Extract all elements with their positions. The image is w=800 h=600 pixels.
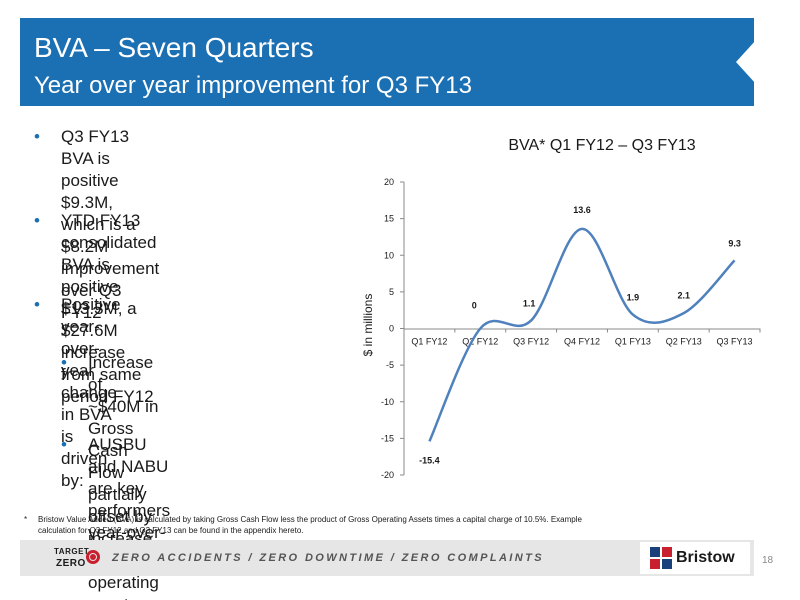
bullet-line: Cash Flow partially offset by xyxy=(88,441,152,526)
y-tick-label: 5 xyxy=(389,287,394,297)
bva-series-line xyxy=(428,227,736,442)
data-label: 0 xyxy=(472,301,477,311)
footer-bar xyxy=(20,540,754,576)
bullet-icon: • xyxy=(34,295,40,314)
bullet-line: which is a $8.2M improvement xyxy=(61,215,160,278)
target-center-icon xyxy=(90,554,96,560)
data-label: 1.9 xyxy=(627,293,640,303)
data-labels: -15.4 0 1.1 13.6 1.9 2.1 9.3 xyxy=(419,205,741,465)
data-label: 9.3 xyxy=(728,238,741,248)
footnote-marker: * xyxy=(24,515,28,524)
page-number: 18 xyxy=(762,555,774,566)
bullet-text: Q3 FY13 BVA is positive $9.3M, which is … xyxy=(61,126,159,324)
y-tick-label: -5 xyxy=(386,360,394,370)
bullet-icon: • xyxy=(61,435,67,454)
bullet-line: over Q3 FY12 xyxy=(61,281,122,322)
bullet-line: Positive year-over-year change xyxy=(61,295,121,402)
y-axis-label: $ in millions xyxy=(361,294,375,357)
x-tick-label: Q2 FY13 xyxy=(666,337,702,347)
y-tick-label: -15 xyxy=(381,433,394,443)
x-tick-label: Q3 FY12 xyxy=(513,337,549,347)
bullet-line: in BVA is driven by: xyxy=(61,405,111,490)
y-tick-label: 10 xyxy=(384,250,394,260)
bva-line-chart: BVA* Q1 FY12 – Q3 FY13 $ in millions 20 1… xyxy=(361,137,761,480)
bullet-text: YTD FY13 consolidated BVA is positive $1… xyxy=(61,210,156,408)
title-band xyxy=(20,18,754,106)
target-zero-logo-bottom: ZERO xyxy=(56,558,86,569)
target-icon xyxy=(86,550,100,564)
bullet-text: Positive year-over-year change in BVA is… xyxy=(61,294,121,492)
data-label: 13.6 xyxy=(573,205,591,215)
bullet-line: AUSBU and NABU are key xyxy=(88,435,169,498)
x-ticks: Q1 FY12 Q2 FY12 Q3 FY12 Q4 FY12 Q1 FY13 Q2 FY… xyxy=(403,328,761,347)
bullet-icon: • xyxy=(61,353,67,372)
bullet-icon: • xyxy=(34,127,40,146)
x-tick-label: Q3 FY13 xyxy=(717,337,753,347)
slide-subtitle: Year over year improvement for Q3 FY13 xyxy=(34,72,472,99)
brand-name: Bristow xyxy=(676,549,735,566)
target-zero-logo-top: TARGET xyxy=(54,547,90,556)
y-tick-label: 0 xyxy=(389,324,394,334)
bullet-line: Q3 FY13 BVA is positive $9.3M, xyxy=(61,127,130,212)
y-tick-label: 15 xyxy=(384,214,394,224)
slide-title: BVA – Seven Quarters xyxy=(34,32,314,63)
footer-slogan: ZERO ACCIDENTS / ZERO DOWNTIME / ZERO CO… xyxy=(112,552,544,564)
bullet-line: YTD FY13 consolidated BVA is xyxy=(61,211,157,274)
x-tick-label: Q1 FY13 xyxy=(615,337,651,347)
title-notch-decoration xyxy=(736,40,756,84)
x-tick-label: Q2 FY12 xyxy=(462,337,498,347)
bristow-logo-icon xyxy=(650,547,672,569)
y-tick-label: -20 xyxy=(381,470,394,480)
data-label: 2.1 xyxy=(677,291,690,301)
y-tick-label: 20 xyxy=(384,177,394,187)
x-tick-label: Q4 FY12 xyxy=(564,337,600,347)
bullet-icon: • xyxy=(34,211,40,230)
y-ticks: 20 15 10 5 0 -5 -10 -15 -20 xyxy=(381,177,404,480)
bullet-line: positive $13.3M, a $27.6M xyxy=(61,277,137,340)
y-tick-label: -10 xyxy=(381,397,394,407)
data-label: -15.4 xyxy=(419,455,440,465)
footnote-text: Bristow Value Added (BVA) is calculated … xyxy=(38,515,582,535)
data-label: 1.1 xyxy=(523,299,536,309)
x-tick-label: Q1 FY12 xyxy=(411,337,447,347)
chart-title: BVA* Q1 FY12 – Q3 FY13 xyxy=(508,137,695,154)
bullet-line: increase from same period FY12 xyxy=(61,343,154,406)
bullet-line: Increase of ~$40M in Gross xyxy=(88,353,159,438)
